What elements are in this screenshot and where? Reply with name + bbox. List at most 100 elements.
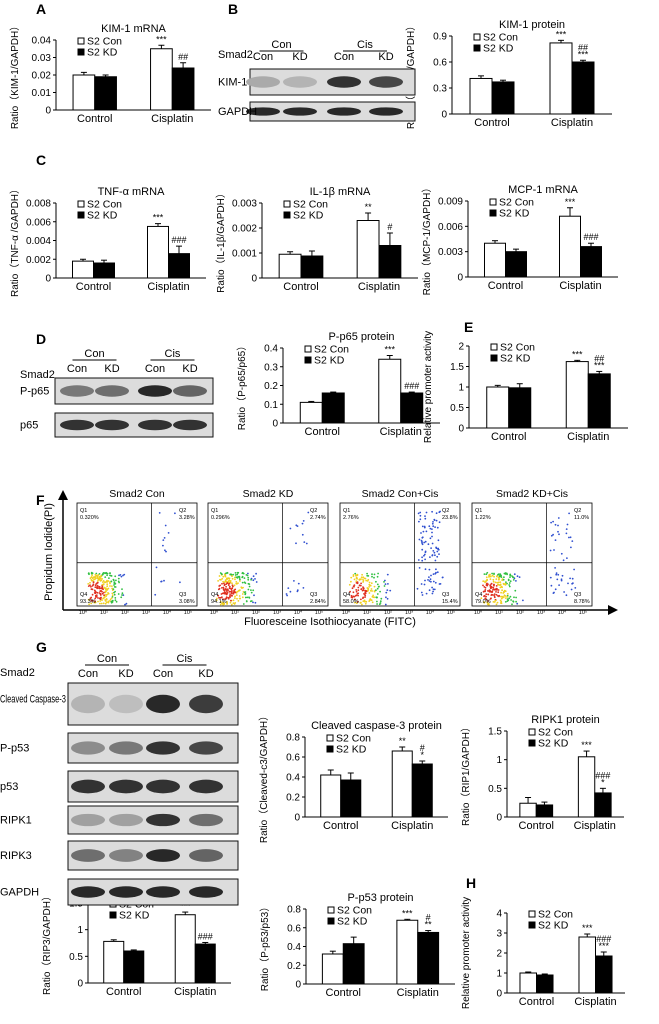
flow-event-dot (218, 585, 221, 587)
flow-event-dot (101, 585, 104, 588)
arrow-head-icon (58, 490, 68, 500)
flow-event-dot (102, 597, 104, 600)
flow-event-dot (430, 580, 432, 583)
flow-event-dot (222, 580, 225, 583)
y-tick-label: 0.4 (264, 344, 278, 355)
flow-event-dot (506, 600, 509, 602)
flow-event-dot (508, 597, 511, 600)
flow-event-dot (492, 594, 494, 596)
flow-event-dot (483, 573, 486, 575)
y-axis-label: Ratio（IL-1β/GAPDH） (215, 188, 227, 293)
flow-event-dot (514, 589, 517, 592)
chart-panel-C2: IL-1β mRNA 0 0.001 0.002 0.003 Ratio（IL-1β/GA… (215, 186, 418, 293)
bar-s2-con (378, 358, 402, 424)
blot-row-label: p53 (0, 781, 18, 793)
blot-band (173, 419, 207, 431)
flow-event-dot (562, 559, 565, 562)
blot-condition-label: Cis (165, 348, 181, 360)
flow-event-dot (104, 581, 107, 584)
flow-event-dot (102, 572, 105, 574)
flow-event-dot (287, 587, 290, 589)
flow-event-dot (362, 600, 365, 603)
blot-lane-label: Con (153, 668, 173, 680)
flow-event-dot (434, 572, 437, 575)
y-tick-label: 4 (496, 909, 502, 920)
flow-event-dot (109, 572, 111, 575)
flow-event-dot (223, 592, 226, 594)
flow-event-dot (105, 593, 107, 596)
flow-event-dot (552, 520, 554, 523)
flow-event-dot (227, 577, 230, 580)
flow-event-dot (117, 593, 120, 595)
flow-event-dot (550, 521, 552, 524)
significance-mark: ** (399, 736, 407, 746)
flow-event-dot (503, 572, 506, 575)
flow-event-dot (96, 580, 99, 582)
quadrant-name: Q2 (310, 508, 317, 514)
flow-event-dot (104, 600, 107, 602)
significance-mark: *** (153, 213, 164, 223)
flow-event-dot (248, 585, 251, 588)
flow-event-dot (350, 580, 352, 583)
flow-event-dot (236, 573, 239, 576)
flow-event-dot (94, 597, 97, 600)
flow-event-dot (230, 594, 233, 597)
legend-entry: S2 Con (87, 36, 122, 48)
flow-event-dot (232, 599, 235, 602)
flow-event-dot (252, 589, 255, 592)
y-tick-label: 1.5 (488, 727, 502, 738)
flow-event-dot (111, 585, 113, 587)
legend-swatch (473, 33, 481, 41)
panel-label: C (36, 152, 46, 168)
flow-event-dot (487, 590, 489, 592)
flow-event-dot (421, 594, 424, 596)
flow-event-dot (368, 592, 371, 594)
flow-event-dot (506, 598, 509, 600)
quadrant-percent: 2.84% (310, 599, 326, 605)
blot-group-label: Smad2 (0, 667, 35, 679)
flow-event-dot (124, 603, 126, 606)
flow-x-label: Fluoresceine Isothiocyanate (FITC) (244, 616, 416, 628)
legend-swatch (528, 910, 536, 918)
flow-event-dot (372, 594, 374, 597)
flow-event-dot (368, 586, 370, 588)
flow-event-dot (421, 556, 423, 559)
flow-event-dot (95, 572, 98, 575)
y-tick-label: 0.001 (232, 249, 257, 260)
flow-event-dot (572, 582, 574, 584)
bar-s2-kd (535, 804, 554, 818)
x-tick-label: Control (106, 986, 141, 998)
y-tick-label: 0 (496, 813, 502, 824)
flow-event-dot (109, 600, 111, 602)
flow-event-dot (431, 535, 433, 538)
flow-event-dot (106, 574, 108, 577)
flow-event-dot (436, 571, 439, 574)
flow-event-dot (438, 511, 441, 514)
blot-band (138, 419, 172, 431)
flow-event-dot (221, 587, 223, 589)
flow-event-dot (105, 587, 107, 590)
flow-event-dot (431, 510, 433, 513)
flow-event-dot (238, 589, 241, 592)
flow-event-dot (552, 533, 554, 536)
flow-event-dot (225, 580, 228, 583)
flow-event-dot (558, 584, 560, 586)
chart-panel-G1: Cleaved caspase-3 protein 0 0.2 0.4 0.6 0.8 Ra… (258, 711, 448, 843)
significance-mark: * (421, 750, 425, 760)
flow-event-dot (248, 583, 251, 585)
flow-event-dot (226, 577, 228, 580)
flow-event-dot (417, 559, 420, 561)
flow-event-dot (416, 587, 419, 590)
flow-event-dot (496, 601, 499, 604)
significance-mark: *** (402, 908, 413, 918)
flow-event-dot (227, 584, 230, 586)
flow-event-dot (361, 603, 363, 606)
bar-s2-kd (594, 792, 612, 818)
flow-event-dot (254, 601, 257, 604)
flow-axis-tick: 10² (516, 610, 524, 616)
flow-event-dot (252, 601, 254, 604)
legend-swatch (77, 200, 85, 208)
bar-s2-con (321, 953, 344, 985)
quadrant-percent: 58.0% (343, 599, 359, 605)
